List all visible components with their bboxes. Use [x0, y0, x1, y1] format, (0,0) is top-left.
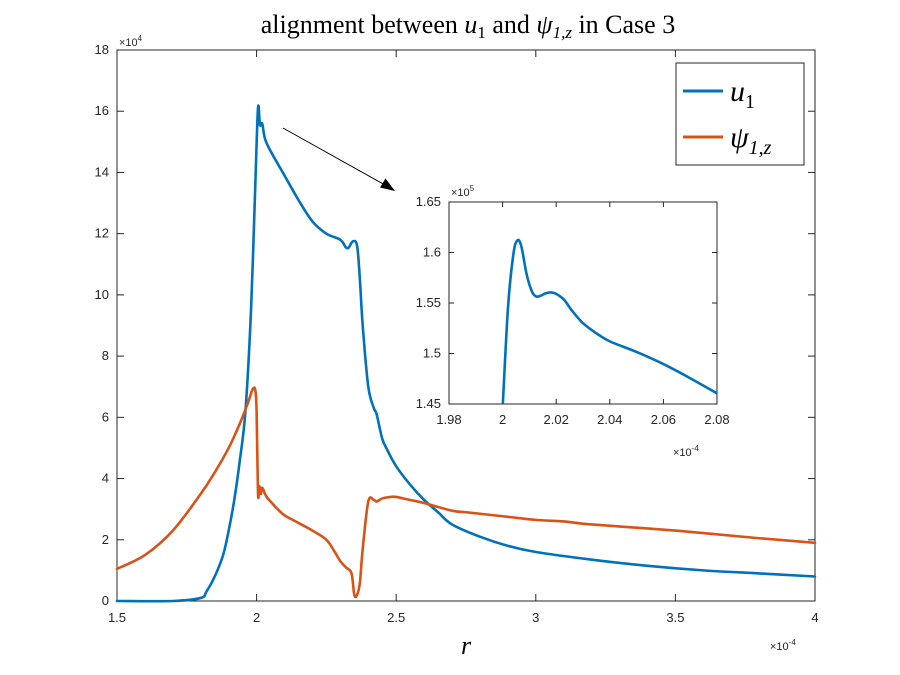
inset-axes-box: [448, 201, 718, 405]
title-suffix: in Case 3: [572, 10, 675, 39]
legend-box: [675, 62, 805, 166]
legend-psi-base: ψ: [730, 121, 750, 154]
inset-x-tick-label: 2.06: [651, 412, 676, 427]
inset-series-line-u1: [501, 238, 717, 404]
legend-entry-u1: u1: [730, 75, 755, 113]
main-y-tick-label: 0: [102, 593, 109, 608]
inset-x-tick-label: 1.98: [436, 412, 461, 427]
y-multiplier-base: ×10: [119, 37, 138, 49]
zoom-arrow-line: [282, 127, 386, 186]
series-line-psi: [115, 386, 817, 599]
inset-y-tick-label: 1.45: [416, 396, 441, 411]
zoom-arrow: [282, 127, 395, 191]
main-y-tick-label: 16: [95, 103, 109, 118]
inset-y-multiplier-exp: 5: [470, 184, 475, 193]
main-y-tick-label: 10: [95, 287, 109, 302]
inset-x-multiplier: ×10-4: [673, 444, 699, 459]
title-psi-base: ψ: [536, 10, 553, 39]
x-multiplier-exp: -4: [789, 638, 797, 647]
inset-x-multiplier-exp: -4: [692, 444, 700, 453]
title-and: and: [486, 10, 537, 39]
y-multiplier: ×104: [119, 34, 143, 49]
title-u-base: u: [464, 10, 477, 39]
inset-y-multiplier-base: ×10: [451, 187, 470, 199]
legend-entry-psi: ψ1,z: [730, 121, 772, 159]
y-multiplier-exp: 4: [138, 34, 143, 43]
main-y-tick-label: 2: [102, 532, 109, 547]
x-axis-label: r: [461, 631, 472, 660]
legend-u1-sub: 1: [745, 91, 755, 113]
main-x-tick-label: 3.5: [666, 610, 684, 625]
inset-y-tick-label: 1.5: [423, 346, 441, 361]
main-x-tick-label: 2.5: [387, 610, 405, 625]
inset-y-tick-label: 1.6: [423, 245, 441, 260]
legend-u1-base: u: [730, 75, 745, 108]
inset-y-multiplier: ×105: [451, 184, 475, 199]
inset-x-tick-label: 2.08: [704, 412, 729, 427]
title-u-sub: 1: [477, 23, 486, 42]
series-line-u1: [115, 104, 817, 603]
main-y-tick-label: 6: [102, 409, 109, 424]
inset-x-tick-label: 2.02: [544, 412, 569, 427]
inset-x-tick-label: 2: [499, 412, 506, 427]
main-y-tick-label: 4: [102, 471, 109, 486]
main-x-tick-label: 2: [253, 610, 260, 625]
inset-axes: 1.45 1.5 1.55 1.6 1.65 1.98 2 2.02 2.04 2.06 2.08…: [416, 184, 730, 459]
inset-y-ticks: 1.45 1.5 1.55 1.6 1.65: [416, 194, 717, 411]
x-multiplier-base: ×10: [770, 641, 789, 653]
chart-title: alignment between u1 and ψ1,z in Case 3: [261, 10, 675, 42]
legend: u1 ψ1,z: [675, 62, 805, 166]
main-x-tick-label: 1.5: [108, 610, 126, 625]
title-psi-sub: 1,z: [553, 23, 573, 42]
main-y-tick-label: 8: [102, 348, 109, 363]
x-multiplier: ×10-4: [770, 638, 796, 653]
inset-y-tick-label: 1.65: [416, 194, 441, 209]
main-x-tick-label: 4: [811, 610, 818, 625]
inset-series: [501, 238, 717, 404]
main-series: [115, 104, 817, 603]
legend-psi-sub: 1,z: [749, 137, 772, 159]
main-y-tick-label: 14: [95, 164, 109, 179]
inset-x-ticks: 1.98 2 2.02 2.04 2.06 2.08: [436, 202, 730, 427]
main-x-ticks: 1.5 2 2.5 3 3.5 4: [108, 50, 819, 625]
inset-x-tick-label: 2.04: [597, 412, 622, 427]
title-prefix: alignment between: [261, 10, 465, 39]
inset-y-tick-label: 1.55: [416, 295, 441, 310]
inset-x-multiplier-base: ×10: [673, 447, 692, 459]
main-x-tick-label: 3: [532, 610, 539, 625]
main-y-tick-label: 18: [95, 42, 109, 57]
main-y-tick-label: 12: [95, 226, 109, 241]
zoom-arrow-head: [380, 178, 395, 191]
